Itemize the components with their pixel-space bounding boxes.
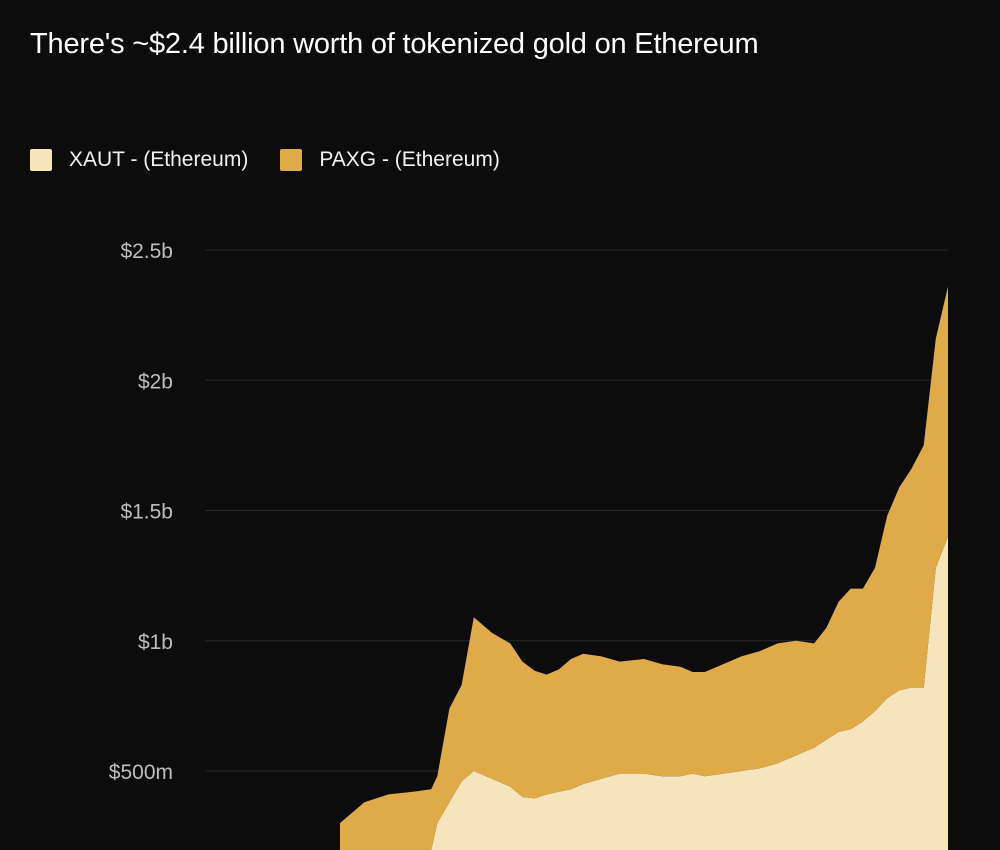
y-tick-label: $1b bbox=[138, 631, 173, 654]
y-tick-label: $1.5b bbox=[120, 501, 173, 524]
y-tick-label: $2b bbox=[138, 370, 173, 393]
legend-swatch-paxg bbox=[280, 149, 303, 171]
y-axis-ticks: $500m $1b $1.5b $2b $2.5b bbox=[109, 240, 173, 784]
legend-item-xaut[interactable]: XAUT - (Ethereum) bbox=[30, 148, 248, 172]
legend-label-xaut: XAUT - (Ethereum) bbox=[69, 148, 249, 171]
legend: XAUT - (Ethereum) PAXG - (Ethereum) bbox=[30, 148, 532, 172]
series-area-xaut[interactable] bbox=[340, 536, 948, 850]
y-tick-label: $2.5b bbox=[120, 240, 173, 263]
series-area-paxg[interactable] bbox=[340, 286, 948, 850]
chart-title: There's ~$2.4 billion worth of tokenized… bbox=[30, 28, 759, 60]
series-areas bbox=[340, 286, 948, 850]
legend-label-paxg: PAXG - (Ethereum) bbox=[319, 148, 500, 171]
y-tick-label: $500m bbox=[109, 761, 173, 784]
legend-item-paxg[interactable]: PAXG - (Ethereum) bbox=[280, 148, 500, 172]
legend-swatch-xaut bbox=[30, 149, 52, 171]
